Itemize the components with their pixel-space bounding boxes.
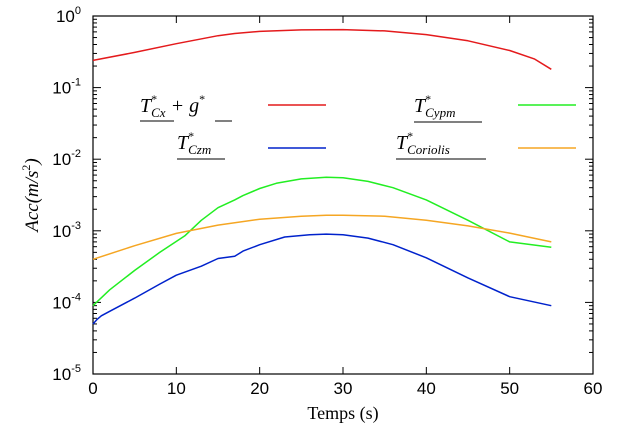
- series-line-cypm: [92, 176, 552, 307]
- legend-label-coriolis: T* Coriolis: [396, 129, 450, 157]
- y-tick-label: 10-3: [52, 220, 81, 241]
- x-tick-label: 60: [584, 379, 603, 398]
- series-line-czm: [92, 233, 552, 325]
- series-lines: [92, 28, 552, 325]
- x-axis-title: Temps (s): [307, 403, 378, 424]
- legend-entry-cypm: T* Cypm: [414, 92, 576, 123]
- x-tick-label: 30: [334, 379, 353, 398]
- x-tick-label: 50: [500, 379, 519, 398]
- x-tick-label: 20: [250, 379, 269, 398]
- y-tick-label: 10-2: [52, 148, 81, 169]
- y-tick-label: 10-5: [52, 363, 81, 384]
- x-tick-label: 0: [88, 379, 97, 398]
- series-line-coriolis: [92, 214, 552, 261]
- y-tick-label: 10-4: [52, 291, 81, 312]
- x-tick-label: 10: [167, 379, 186, 398]
- legend-entry-cx: T* Cx + g*: [140, 92, 326, 122]
- legend-label-cypm: T* Cypm: [414, 92, 455, 120]
- legend-label-czm: T* Czm: [177, 129, 211, 157]
- legend: T* Cx + g* T* Czm T* Cypm T* Coriolis: [140, 92, 576, 160]
- axis-ticks: 0 10 20 30 40 50 60 10-5 10-4 10-3 10-2 10-1 100: [52, 5, 602, 398]
- y-axis-title: Acc(m/s2): [19, 158, 43, 234]
- series-line-cx: [92, 28, 552, 70]
- y-tick-label: 10-1: [52, 77, 81, 98]
- plot-frame: [92, 15, 594, 375]
- legend-entry-coriolis: T* Coriolis: [396, 129, 576, 160]
- y-tick-label: 100: [56, 5, 81, 26]
- legend-entry-czm: T* Czm: [177, 129, 326, 160]
- x-tick-label: 40: [417, 379, 436, 398]
- legend-label-cx: T* Cx + g*: [140, 92, 205, 120]
